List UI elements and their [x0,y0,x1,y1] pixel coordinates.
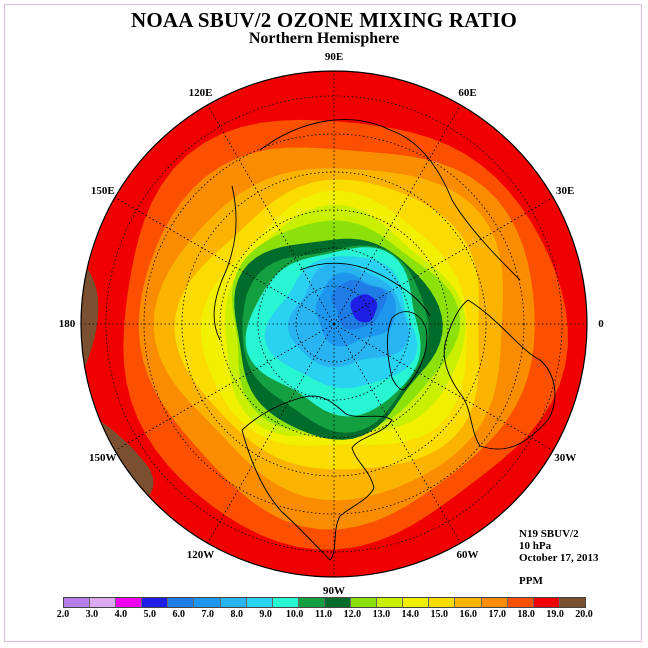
legend-swatch [403,598,430,607]
legend-tick-label: 3.0 [85,609,99,620]
legend-tick-label: 7.0 [201,609,214,620]
longitude-label-0: 0 [598,318,604,330]
legend-tick-label: 16.0 [459,609,477,620]
coastline [241,395,393,561]
map-boundary [80,70,588,578]
longitude-label-60w: 60W [456,549,479,562]
longitude-label-90e: 90E [324,51,344,63]
legend-swatch [116,598,143,607]
legend-tick-label: 11.0 [315,609,332,620]
map-subtitle: Northern Hemisphere [248,30,400,47]
legend-swatch [298,598,325,607]
legend-swatch [533,598,560,607]
coastline [443,299,556,450]
legend-tick-label: 15.0 [430,609,449,620]
legend-swatch [351,598,378,607]
legend-tick-label: 9.0 [259,609,272,620]
instrument-label: N19 SBUV/2 [519,528,579,540]
legend-swatch [324,598,352,607]
units-label: PPM [519,575,543,587]
latitude-circle [219,209,449,439]
legend-tick-label: 20.0 [575,609,593,620]
legend-swatch [194,598,221,607]
color-legend-bar [63,597,586,608]
legend-swatch [246,598,273,607]
date-label: October 17, 2013 [519,552,599,564]
legend-tick-label: 13.0 [372,609,391,620]
legend-tick-label: 10.0 [285,609,304,620]
longitude-label-150w: 150W [89,451,117,464]
coastline [213,185,237,341]
legend-swatch [429,598,456,607]
coastline [386,311,428,391]
latitude-circle [295,285,373,363]
coastline [299,262,431,317]
latitude-circle [143,133,525,515]
legend-swatch [220,598,247,607]
legend-swatch [90,598,117,607]
longitude-label-60e: 60E [458,86,477,99]
coastline [259,119,521,281]
legend-swatch [481,598,508,607]
legend-tick-label: 18.0 [517,609,535,620]
legend-tick-label: 17.0 [488,609,506,620]
legend-swatch [559,598,585,607]
legend-swatch [168,598,195,607]
legend-tick-label: 8.0 [230,609,243,620]
longitude-label-120e: 120E [188,86,213,99]
legend-swatch [377,598,404,607]
legend-tick-label: 2.0 [56,609,70,620]
map-title: NOAA SBUV/2 OZONE MIXING RATIO [131,8,517,32]
longitude-label-30e: 30E [556,184,575,197]
legend-tick-label: 5.0 [143,609,157,620]
legend-tick-label: 6.0 [172,609,186,620]
longitude-label-120w: 120W [186,549,215,562]
legend-tick-label: 4.0 [114,609,128,620]
longitude-label-180: 180 [58,318,76,330]
longitude-label-90w: 90W [323,585,345,597]
legend-tick-label: 19.0 [546,609,564,620]
legend-swatch [455,598,482,607]
longitude-label-30w: 30W [554,451,577,464]
longitude-label-150e: 150E [90,184,115,197]
legend-swatch [272,598,299,607]
figure-frame [4,4,642,642]
legend-swatch [507,598,534,607]
band-20-ppm-patch-northwest [81,220,92,265]
pressure-level-label: 10 hPa [519,540,552,552]
legend-swatch [142,598,169,607]
legend-tick-label: 12.0 [343,609,362,620]
legend-swatch [64,598,91,607]
legend-tick-label: 14.0 [401,609,420,620]
